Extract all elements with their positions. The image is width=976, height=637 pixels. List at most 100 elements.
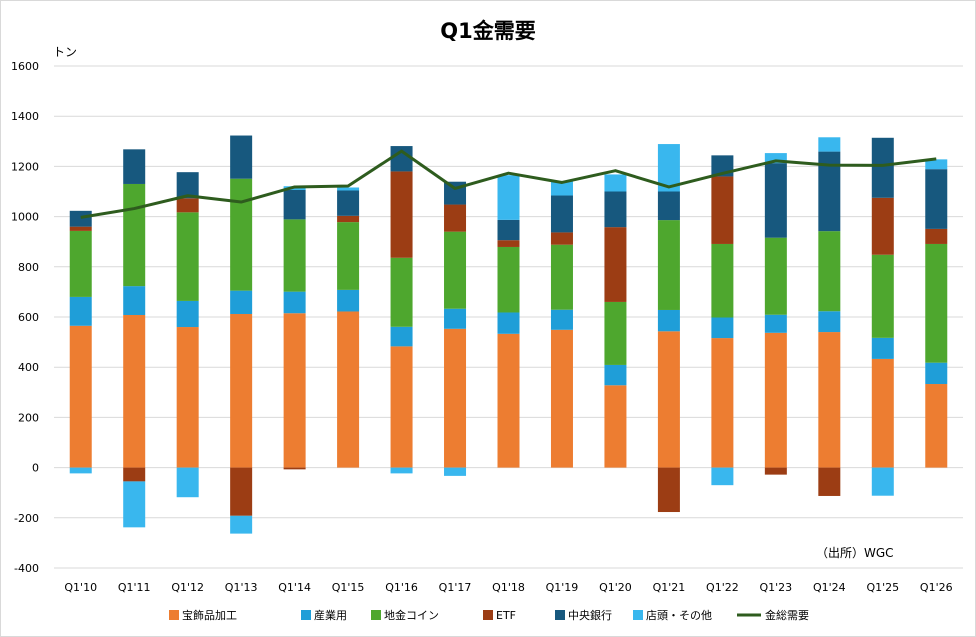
x-tick-label: Q1'19 xyxy=(546,581,579,594)
bar-segment xyxy=(497,219,520,241)
bar-segment xyxy=(657,467,680,513)
bar-segment xyxy=(764,153,787,164)
bar-segment xyxy=(444,231,467,309)
bar-segment xyxy=(818,467,841,496)
bar-segment xyxy=(283,219,306,292)
bar-segment xyxy=(871,254,894,338)
bar-segment xyxy=(604,364,627,386)
legend-label: 産業用 xyxy=(314,609,347,622)
x-tick-label: Q1'14 xyxy=(278,581,311,594)
bar-segment xyxy=(764,332,787,468)
bar-segment xyxy=(604,385,627,468)
bar-segment xyxy=(123,467,146,482)
y-tick-label: 1400 xyxy=(11,110,39,123)
bar-segment xyxy=(230,467,253,516)
y-tick-label: -400 xyxy=(14,562,39,575)
bar-segment xyxy=(550,309,573,330)
bar-segment xyxy=(764,163,787,238)
bar-segment xyxy=(69,210,92,227)
bar-segment xyxy=(871,467,894,496)
bar-segment xyxy=(925,243,948,363)
bar-segment xyxy=(176,198,199,213)
legend-label: ETF xyxy=(496,609,516,622)
legend-label: 地金コイン xyxy=(384,608,439,622)
bar-segment xyxy=(123,314,146,468)
legend-label: 金総需要 xyxy=(765,608,809,622)
bar-segment xyxy=(337,289,360,312)
bar-segment xyxy=(69,296,92,326)
bar-segment xyxy=(818,311,841,333)
legend-swatch xyxy=(371,610,381,620)
bar-segment xyxy=(925,384,948,468)
source-note: （出所）WGC xyxy=(816,546,894,560)
bar-segment xyxy=(444,308,467,329)
bar-segment xyxy=(123,183,146,287)
x-tick-label: Q1'25 xyxy=(866,581,899,594)
bar-segment xyxy=(390,346,413,468)
bar-segment xyxy=(390,467,413,474)
bar-segment xyxy=(444,204,467,232)
bar-segment xyxy=(764,314,787,333)
bar-segment xyxy=(337,215,360,223)
bar-segment xyxy=(390,146,413,172)
bar-segment xyxy=(925,159,948,170)
bar-segment xyxy=(69,230,92,297)
y-axis-unit-label: トン xyxy=(53,45,78,59)
bar-segment xyxy=(283,291,306,314)
bar-segment xyxy=(230,135,253,179)
bar-segment xyxy=(711,243,734,318)
x-tick-label: Q1'26 xyxy=(920,581,953,594)
x-tick-label: Q1'17 xyxy=(439,581,472,594)
x-tick-label: Q1'16 xyxy=(385,581,418,594)
bar-segment xyxy=(657,144,680,192)
bar-segment xyxy=(657,331,680,468)
bar-segment xyxy=(604,191,627,228)
legend-swatch xyxy=(169,610,179,620)
y-tick-label: 1200 xyxy=(11,160,39,173)
bar-segment xyxy=(604,174,627,192)
bar-segment xyxy=(818,151,841,232)
bar-segment xyxy=(69,325,92,468)
bar-segment xyxy=(123,286,146,315)
bar-segment xyxy=(337,187,360,191)
bar-segment xyxy=(390,171,413,258)
bar-segment xyxy=(497,240,520,247)
bar-segment xyxy=(390,257,413,327)
bar-segment xyxy=(604,301,627,365)
bar-segment xyxy=(69,226,92,231)
bar-segment xyxy=(871,137,894,198)
x-tick-label: Q1'23 xyxy=(760,581,793,594)
bar-segment xyxy=(871,197,894,255)
y-tick-label: -200 xyxy=(14,512,39,525)
bar-segment xyxy=(337,222,360,290)
bar-segment xyxy=(818,137,841,152)
x-tick-label: Q1'18 xyxy=(492,581,525,594)
bar-segment xyxy=(871,358,894,468)
bar-segment xyxy=(497,333,520,468)
bar-segment xyxy=(176,327,199,468)
x-tick-label: Q1'10 xyxy=(64,581,97,594)
y-tick-label: 1600 xyxy=(11,60,39,73)
bar-segment xyxy=(123,481,146,528)
y-tick-label: 600 xyxy=(18,311,39,324)
bar-segment xyxy=(711,338,734,468)
legend-swatch xyxy=(483,610,493,620)
legend-swatch xyxy=(633,610,643,620)
bar-segment xyxy=(818,231,841,312)
bar-segment xyxy=(497,175,520,220)
total-demand-line xyxy=(80,149,937,219)
bar-segment xyxy=(176,172,199,199)
bar-segment xyxy=(550,180,573,196)
bar-segment xyxy=(711,317,734,339)
bar-segment xyxy=(604,227,627,302)
bar-segment xyxy=(337,311,360,468)
bar-segment xyxy=(550,232,573,245)
bar-segment xyxy=(657,309,680,332)
bar-segment xyxy=(925,362,948,385)
bar-segment xyxy=(176,300,199,328)
bar-segment xyxy=(657,191,680,221)
y-tick-label: 400 xyxy=(18,361,39,374)
y-tick-label: 1000 xyxy=(11,211,39,224)
x-tick-label: Q1'24 xyxy=(813,581,846,594)
